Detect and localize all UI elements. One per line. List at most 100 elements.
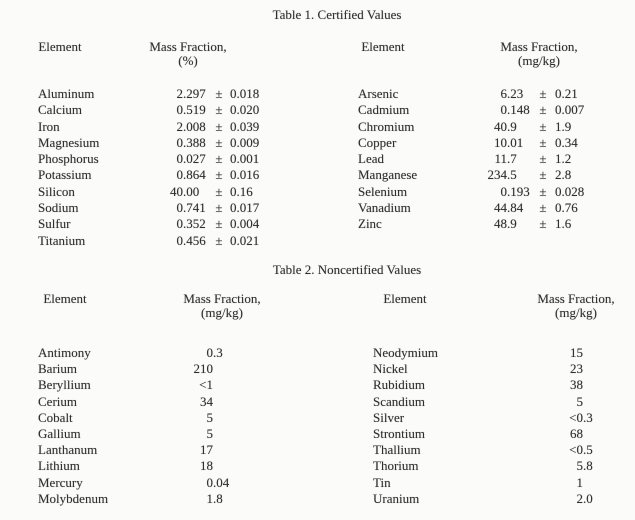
plus-minus-symbol: ±: [215, 118, 223, 134]
uncertainty-value: 0.009: [230, 134, 260, 150]
table1-left-rows: Aluminum 2 .297 ± 0.018 Calcium 0 .519 ±…: [38, 86, 293, 249]
table-row: Nickel 23: [373, 361, 633, 377]
table-row: Calcium 0 .519 ± 0.020: [38, 102, 293, 118]
value-fraction-part: .9: [507, 216, 517, 232]
element-name: Vanadium: [358, 200, 411, 216]
value-integer-part: 40: [494, 118, 507, 134]
table-row: Iron 2 .008 ± 0.039: [38, 119, 293, 135]
element-name: Arsenic: [358, 86, 399, 101]
element-name: Uranium: [373, 490, 420, 506]
value-integer-part: 2: [176, 118, 184, 134]
unit-label: (%): [178, 53, 198, 68]
plus-minus-symbol: ±: [539, 183, 547, 199]
value-integer-part: 0: [176, 232, 184, 248]
element-name: Cadmium: [358, 102, 410, 118]
table1-title: Table 1. Certified Values: [272, 7, 402, 22]
table-row: Gallium 5: [38, 426, 318, 442]
value-fraction-part: .008: [183, 118, 206, 134]
table-row: Sulfur 0 .352 ± 0.004: [38, 216, 293, 232]
table-row: Manganese 234 .5 ± 2.8: [358, 167, 618, 183]
table2-right-rows: Neodymium 15 Nickel 23 Rubidium 38 Scand…: [373, 345, 633, 507]
value-integer-part: 0: [176, 102, 184, 118]
value-fraction-part: .3: [213, 345, 223, 360]
table-row: Magnesium 0 .388 ± 0.009: [38, 135, 293, 151]
table-row: Neodymium 15: [373, 345, 633, 361]
unit-label: (mg/kg): [201, 305, 243, 320]
value-integer-part: 6: [500, 86, 508, 101]
table2-left-rows: Antimony 0 .3 Barium 210 Beryllium <1 Ce…: [38, 345, 318, 507]
plus-minus-symbol: ±: [539, 86, 547, 101]
plus-minus-symbol: ±: [215, 151, 223, 167]
element-name: Calcium: [38, 102, 83, 118]
value-fraction-part: .00: [183, 183, 200, 199]
value-integer-part: 5: [576, 393, 584, 409]
table-row: Zinc 48 .9 ± 1.6: [358, 216, 618, 232]
element-name: Beryllium: [38, 377, 91, 393]
value-integer-part: 2: [176, 86, 184, 101]
element-name: Sulfur: [38, 216, 71, 232]
element-name: Selenium: [358, 183, 408, 199]
element-name: Antimony: [38, 345, 91, 360]
value-fraction-part: .23: [507, 86, 524, 101]
element-name: Lanthanum: [38, 442, 98, 458]
element-name: Thallium: [373, 442, 421, 458]
uncertainty-value: 0.007: [555, 102, 585, 118]
element-name: Copper: [358, 134, 397, 150]
value-integer-part: 68: [570, 425, 583, 441]
element-name: Gallium: [38, 425, 81, 441]
table-row: Vanadium 44 .84 ± 0.76: [358, 200, 618, 216]
element-name: Barium: [38, 361, 77, 377]
value-integer-part: 18: [200, 458, 213, 474]
element-name: Potassium: [38, 167, 92, 183]
plus-minus-symbol: ±: [215, 134, 223, 150]
table-row: Potassium 0 .864 ± 0.016: [38, 167, 293, 183]
table-row: Mercury 0 .04: [38, 475, 318, 491]
value-fraction-part: .8: [213, 490, 223, 506]
value-fraction-part: .519: [183, 102, 206, 118]
column-header-element: Element: [38, 39, 82, 54]
column-header-element: Element: [383, 291, 427, 306]
table-row: Antimony 0 .3: [38, 345, 318, 361]
value-fraction-part: .864: [183, 167, 206, 183]
mass-fraction-label: Mass Fraction,: [183, 291, 261, 306]
element-name: Lithium: [38, 458, 80, 474]
table-row: Molybdenum 1 .8: [38, 491, 318, 507]
plus-minus-symbol: ±: [539, 102, 547, 118]
table-row: Chromium 40 .9 ± 1.9: [358, 119, 618, 135]
value-integer-part: 17: [200, 442, 213, 458]
plus-minus-symbol: ±: [215, 216, 223, 232]
value-integer-part: 0: [176, 167, 184, 183]
value-fraction-part: .5: [507, 167, 517, 183]
table-row: Lanthanum 17: [38, 442, 318, 458]
column-header-element: Element: [43, 291, 87, 306]
value-fraction-part: .388: [183, 134, 206, 150]
uncertainty-value: 0.001: [230, 151, 260, 167]
value-integer-part: 44: [494, 200, 507, 216]
value-integer-part: 210: [193, 361, 214, 377]
table1-right-rows: Arsenic 6 .23 ± 0.21 Cadmium 0 .148 ± 0.…: [358, 86, 618, 233]
table-row: Lithium 18: [38, 458, 318, 474]
value-integer-part: 15: [570, 345, 583, 360]
table-row: Rubidium 38: [373, 377, 633, 393]
value-fraction-part: .027: [183, 151, 206, 167]
value-fraction-part: .297: [183, 86, 206, 101]
uncertainty-value: 0.76: [555, 200, 578, 216]
value-integer-part: 48: [494, 216, 507, 232]
element-name: Nickel: [373, 361, 408, 377]
value-integer-part: 0: [500, 102, 508, 118]
value-integer-part: 1: [576, 474, 584, 490]
value-integer-part: 2: [576, 490, 584, 506]
plus-minus-symbol: ±: [539, 134, 547, 150]
value-fraction-part: .741: [183, 200, 206, 216]
value-integer-part: 38: [570, 377, 583, 393]
uncertainty-value: 0.21: [555, 86, 578, 101]
value-fraction-part: .3: [583, 409, 593, 425]
uncertainty-value: 1.2: [555, 151, 572, 167]
element-name: Tin: [373, 474, 391, 490]
value-integer-part: 1: [206, 490, 214, 506]
value-integer-part: <0: [569, 442, 583, 458]
table2-title: Table 2. Noncertified Values: [272, 262, 422, 277]
element-name: Zinc: [358, 216, 382, 232]
plus-minus-symbol: ±: [215, 183, 223, 199]
uncertainty-value: 0.017: [230, 200, 260, 216]
